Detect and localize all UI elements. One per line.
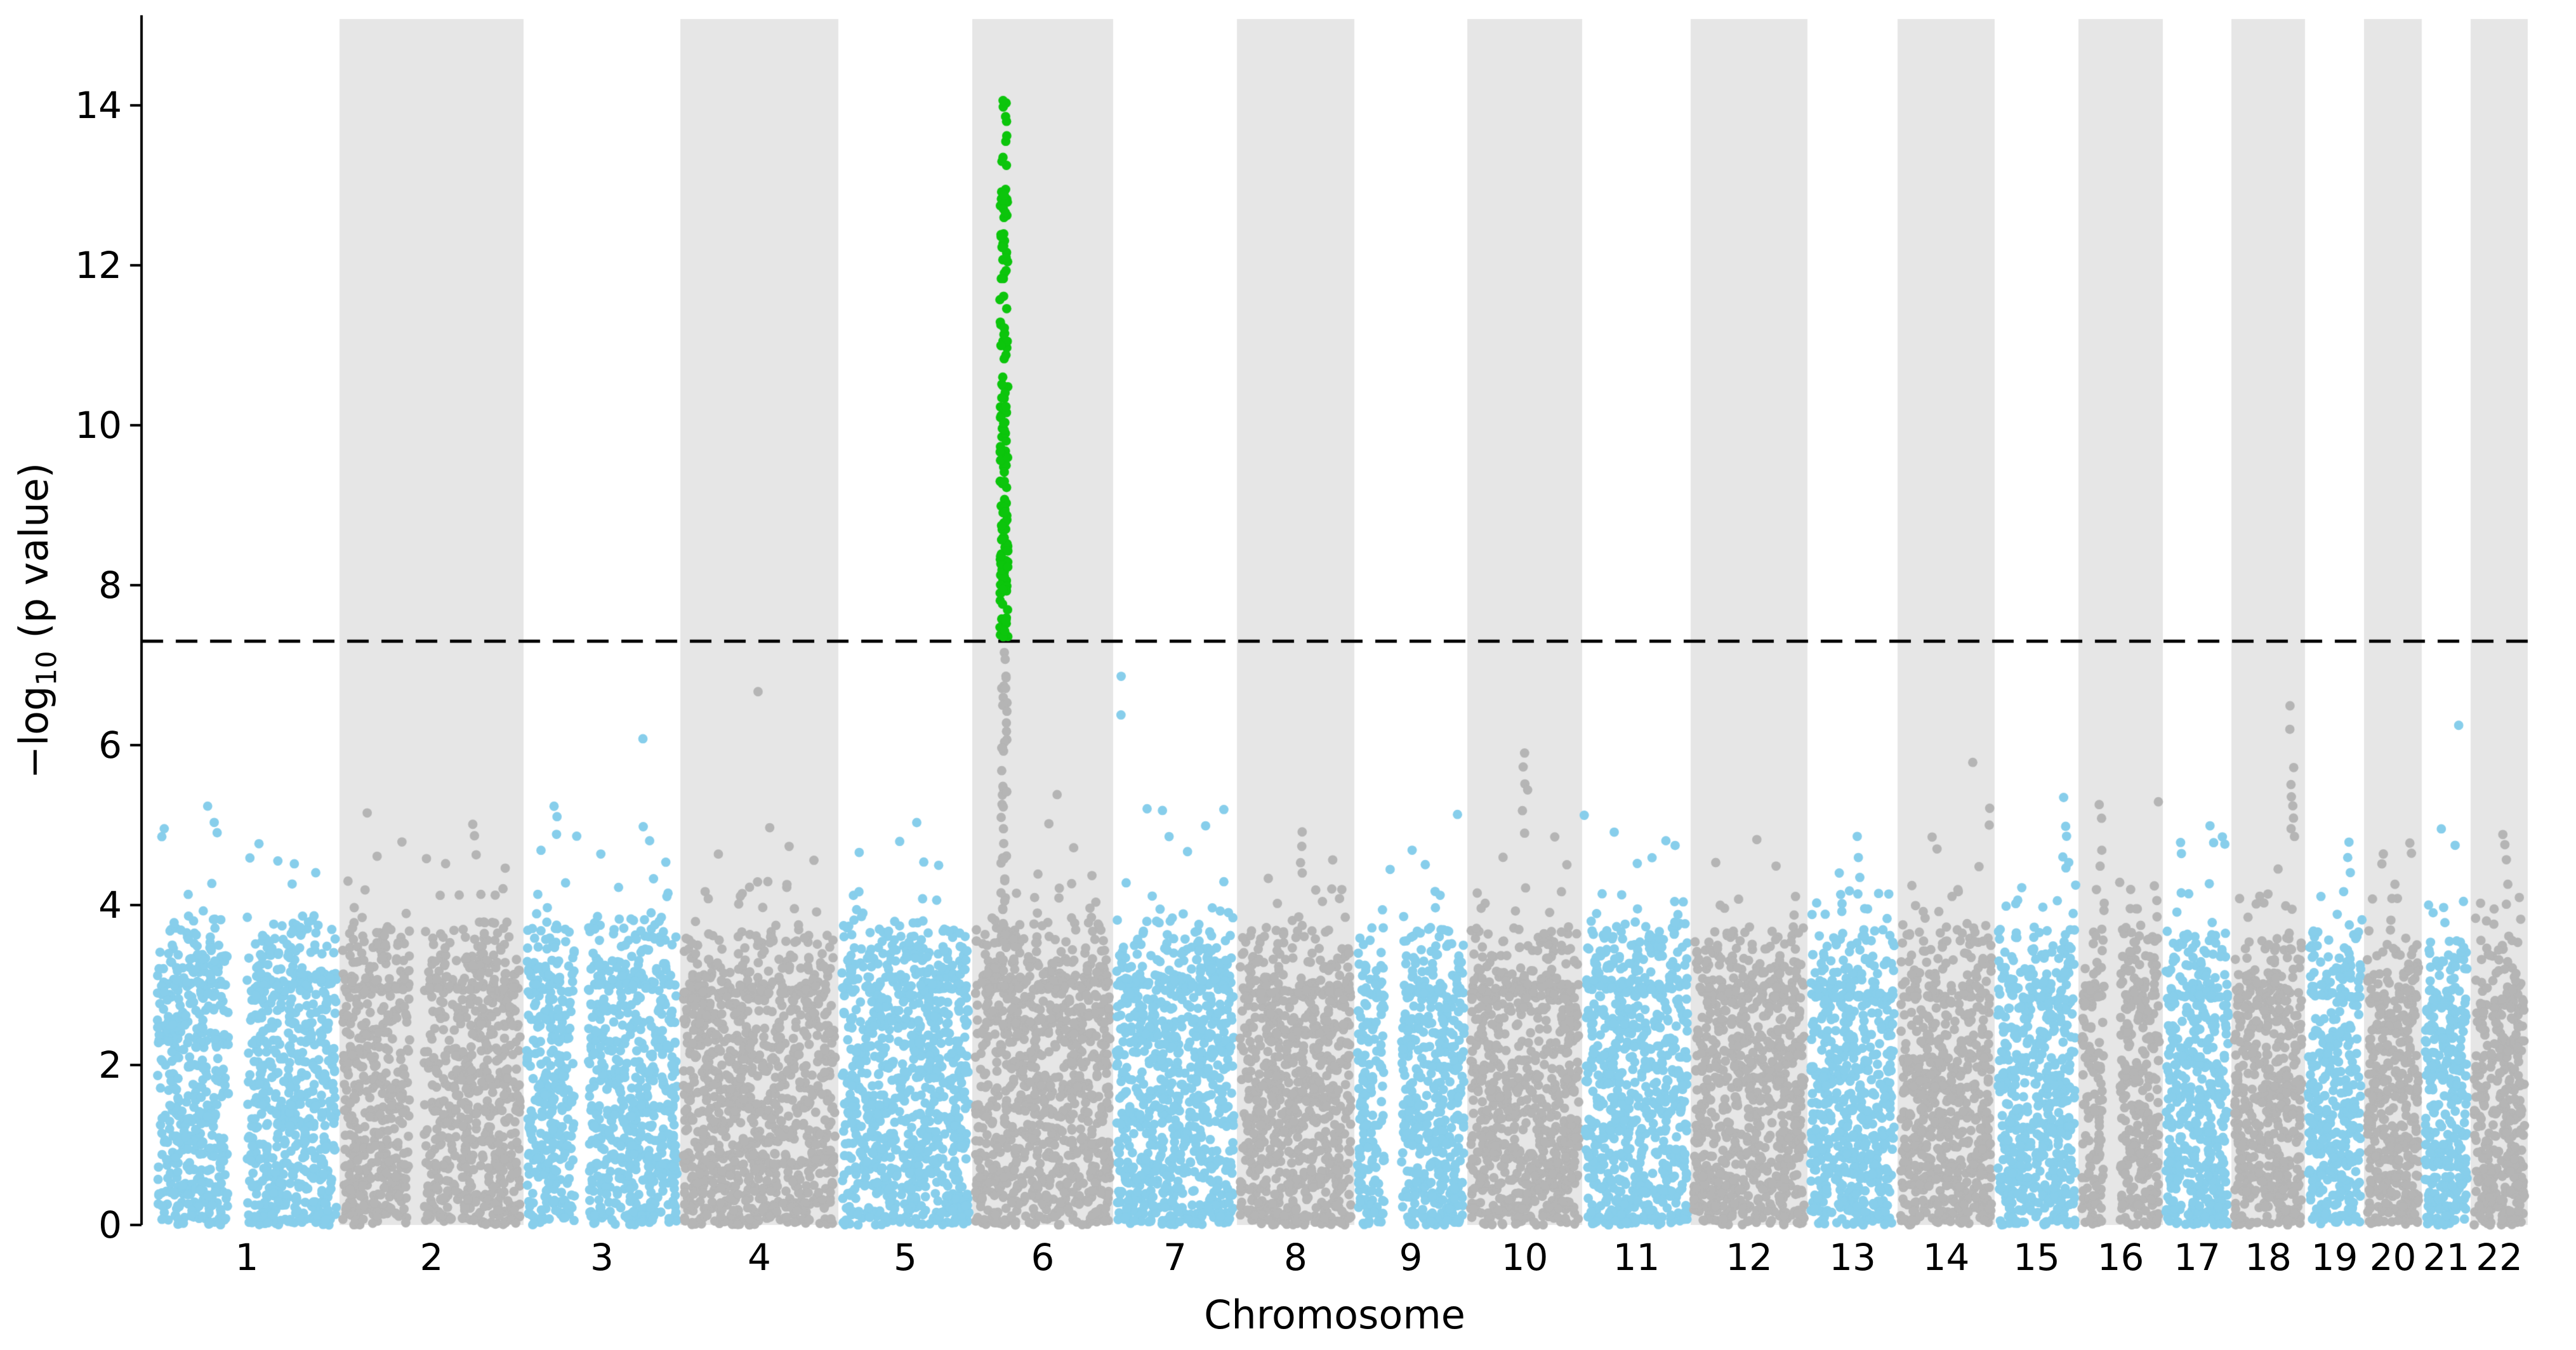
x-tick-label-8: 8 bbox=[1284, 1236, 1307, 1279]
y-tick-label-2: 2 bbox=[98, 1043, 122, 1087]
y-tick-label-12: 12 bbox=[75, 244, 122, 287]
x-tick-label-4: 4 bbox=[748, 1236, 771, 1279]
y-tick-label-6: 6 bbox=[98, 724, 122, 767]
x-tick-label-7: 7 bbox=[1163, 1236, 1187, 1279]
x-tick-label-9: 9 bbox=[1399, 1236, 1423, 1279]
x-tick-label-13: 13 bbox=[1829, 1236, 1876, 1279]
y-tick-label-4: 4 bbox=[98, 883, 122, 927]
x-tick-label-11: 11 bbox=[1613, 1236, 1660, 1279]
y-tick-label-8: 8 bbox=[98, 564, 122, 607]
x-tick-label-14: 14 bbox=[1922, 1236, 1970, 1279]
x-tick-label-17: 17 bbox=[2174, 1236, 2221, 1279]
x-tick-label-5: 5 bbox=[894, 1236, 917, 1279]
x-tick-label-16: 16 bbox=[2097, 1236, 2144, 1279]
x-tick-label-22: 22 bbox=[2476, 1236, 2523, 1279]
x-tick-label-6: 6 bbox=[1031, 1236, 1055, 1279]
y-tick-label-14: 14 bbox=[75, 84, 122, 127]
x-tick-label-3: 3 bbox=[590, 1236, 614, 1279]
x-tick-label-1: 1 bbox=[235, 1236, 259, 1279]
x-tick-label-15: 15 bbox=[2013, 1236, 2060, 1279]
x-tick-label-18: 18 bbox=[2245, 1236, 2292, 1279]
y-axis-title-post: (p value) bbox=[10, 462, 57, 651]
x-tick-label-19: 19 bbox=[2311, 1236, 2358, 1279]
y-axis-title-sub: 10 bbox=[31, 651, 63, 686]
x-axis-title: Chromosome bbox=[1204, 1292, 1465, 1338]
x-tick-label-12: 12 bbox=[1726, 1236, 1773, 1279]
y-tick-label-10: 10 bbox=[75, 404, 122, 447]
x-tick-label-2: 2 bbox=[419, 1236, 444, 1279]
x-tick-label-21: 21 bbox=[2422, 1236, 2470, 1279]
y-tick-label-0: 0 bbox=[98, 1203, 122, 1247]
x-tick-label-10: 10 bbox=[1501, 1236, 1549, 1279]
x-tick-label-20: 20 bbox=[2369, 1236, 2417, 1279]
